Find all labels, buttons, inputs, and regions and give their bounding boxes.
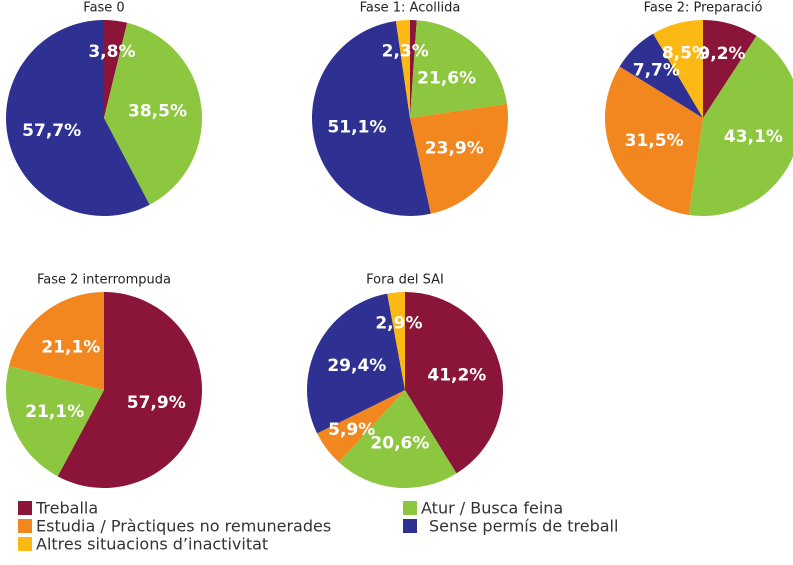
pie-slice (338, 390, 457, 489)
pie-title: Fora del SAI (366, 273, 444, 288)
pie-slice (6, 366, 105, 477)
pie-slice (387, 292, 405, 390)
legend-swatch (18, 519, 32, 533)
pie-slice (605, 66, 703, 215)
pie-slice (8, 292, 104, 390)
pie-slice (104, 20, 128, 118)
pie-slice (703, 20, 757, 118)
value-label: 20,6% (370, 434, 429, 454)
pie-title: Fase 2: Preparació (644, 1, 763, 16)
value-label: 51,1% (327, 118, 386, 138)
legend-label: Atur / Busca feina (421, 499, 563, 518)
value-label: 3,8% (88, 42, 135, 62)
legend-swatch (18, 501, 32, 515)
pie-slice (653, 20, 703, 118)
value-label: 57,9% (127, 393, 186, 413)
pie-slice (410, 20, 507, 118)
value-label: 21,1% (25, 402, 84, 422)
value-label: 29,4% (327, 356, 386, 376)
value-label: 2,3% (382, 42, 429, 62)
legend-label: Estudia / Pràctiques no remunerades (36, 517, 331, 536)
pie-slice (410, 103, 508, 214)
value-label: 57,7% (22, 121, 81, 141)
pie-slice (619, 33, 703, 119)
value-label: 9,2% (698, 44, 745, 64)
value-label: 41,2% (427, 365, 486, 385)
value-label: 8,5% (662, 44, 709, 64)
legend-swatch (403, 519, 417, 533)
pie-slice (6, 20, 150, 216)
legend-swatch (403, 501, 417, 515)
pie-slice (104, 22, 202, 205)
value-label: 38,5% (128, 101, 187, 121)
pie-slice (317, 390, 405, 463)
pie-slice (395, 20, 410, 118)
value-label: 21,1% (41, 337, 100, 357)
pie-title: Fase 0 (83, 1, 124, 16)
pie-slice (688, 35, 793, 216)
value-label: 43,1% (724, 127, 783, 147)
pie-slice (307, 293, 405, 434)
legend-swatch (18, 537, 32, 551)
value-label: 23,9% (425, 139, 484, 159)
legend-label: Altres situacions d’inactivitat (36, 535, 268, 554)
pie-title: Fase 2 interrompuda (37, 273, 171, 288)
value-label: 7,7% (633, 60, 680, 80)
legend-label: Sense permís de treball (429, 517, 618, 536)
pie-slice (410, 20, 417, 118)
pie-slice (311, 21, 431, 216)
value-label: 5,9% (328, 420, 375, 440)
value-label: 21,6% (417, 68, 476, 88)
value-label: 31,5% (625, 131, 684, 151)
legend-label: Treballa (35, 499, 98, 518)
pie-slice (57, 292, 203, 489)
pie-slice (405, 292, 503, 474)
value-label: 2,9% (375, 314, 422, 334)
pie-title: Fase 1: Acollida (360, 1, 461, 16)
